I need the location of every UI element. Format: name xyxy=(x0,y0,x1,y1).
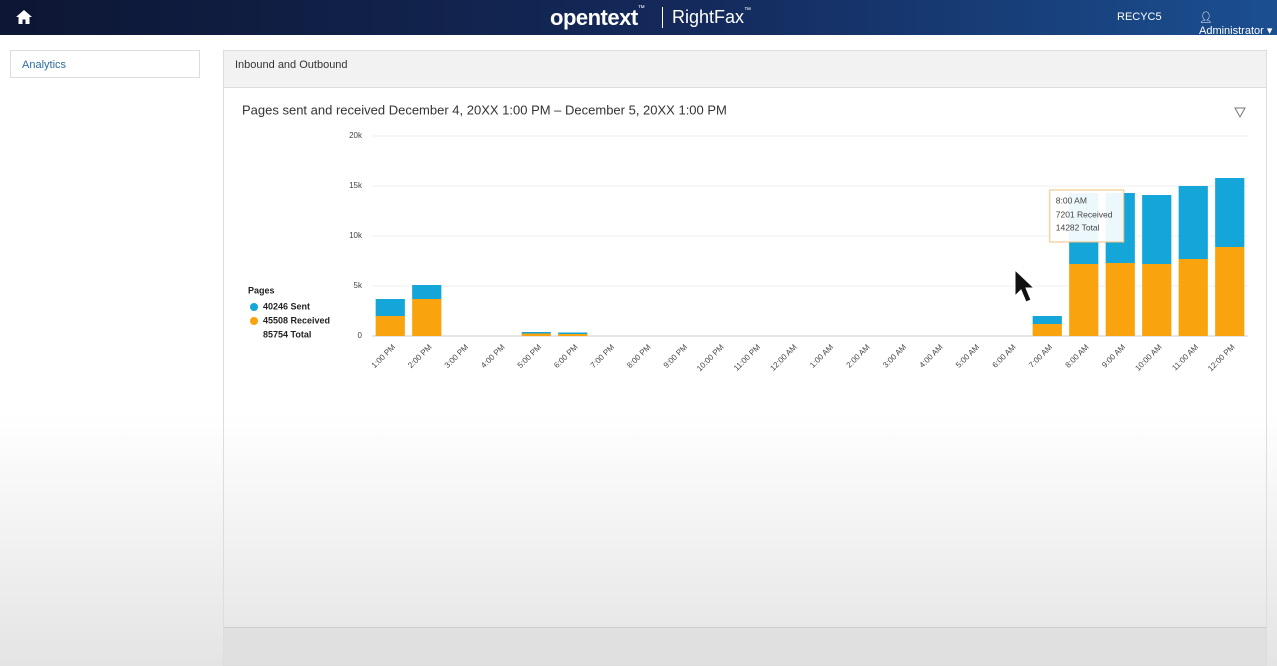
chart-title: Pages sent and received December 4, 20XX… xyxy=(242,102,727,117)
tooltip-line: 7201 Received xyxy=(1056,209,1113,219)
x-tick-label: 3:00 PM xyxy=(443,342,471,370)
panel-footer xyxy=(224,627,1266,665)
x-tick-label: 9:00 AM xyxy=(1100,342,1127,369)
legend-swatch xyxy=(250,303,258,311)
x-tick-label: 3:00 AM xyxy=(881,342,908,369)
bar-segment xyxy=(412,299,442,336)
tooltip-title: 8:00 AM xyxy=(1056,195,1087,205)
bar-segment xyxy=(1105,263,1135,336)
tooltip-line: 14282 Total xyxy=(1056,222,1100,232)
x-tick-label: 6:00 AM xyxy=(991,342,1018,369)
trademark: ™ xyxy=(744,7,752,14)
filter-icon[interactable] xyxy=(1234,107,1246,119)
bar-segment xyxy=(1032,316,1062,324)
bar-segment xyxy=(521,332,551,334)
x-tick-label: 7:00 PM xyxy=(589,342,617,370)
x-tick-label: 8:00 PM xyxy=(625,342,653,370)
bar-segment xyxy=(1215,247,1245,336)
bar-segment xyxy=(412,285,442,299)
y-tick-label: 5k xyxy=(354,281,363,290)
bar-segment xyxy=(1178,259,1208,336)
product: RightFax™ xyxy=(672,7,751,28)
separator xyxy=(662,7,663,28)
panel: Inbound and Outbound xyxy=(223,50,1267,666)
chart: Pages sent and received December 4, 20XX… xyxy=(242,102,1248,373)
tooltip-box xyxy=(1049,189,1125,243)
x-tick-label: 10:00 AM xyxy=(1133,342,1164,373)
x-tick-label: 11:00 AM xyxy=(1170,342,1200,372)
x-tick-label: 12:00 PM xyxy=(1206,342,1237,373)
legend-swatch xyxy=(250,317,258,325)
legend-entry: 40246 Sent xyxy=(263,301,310,311)
y-tick-label: 15k xyxy=(349,181,363,190)
x-tick-label: 12:00 AM xyxy=(768,342,799,373)
x-tick-label: 8:00 AM xyxy=(1064,342,1091,369)
x-tick-label: 4:00 AM xyxy=(918,342,945,369)
bar-segment xyxy=(1142,264,1172,336)
mouse-cursor xyxy=(1014,268,1036,303)
bar-segment xyxy=(1178,186,1208,259)
x-tick-label: 1:00 AM xyxy=(808,342,835,369)
bar-segment xyxy=(375,299,405,316)
product-name: RightFax xyxy=(672,7,745,27)
x-tick-label: 2:00 PM xyxy=(406,342,434,370)
x-tick-label: 9:00 PM xyxy=(662,342,690,370)
trademark: ™ xyxy=(637,5,645,12)
bar-segment xyxy=(1032,324,1062,336)
legend-entry: 45508 Received xyxy=(263,315,330,325)
panel-title: Inbound and Outbound xyxy=(224,51,1266,88)
x-tick-label: 10:00 PM xyxy=(695,342,726,373)
x-tick-label: 11:00 PM xyxy=(732,342,762,372)
y-tick-label: 0 xyxy=(358,331,363,340)
legend-title: Pages xyxy=(248,285,275,295)
user-name[interactable]: Administrator xyxy=(1199,25,1264,37)
y-tick-label: 20k xyxy=(349,131,363,140)
x-tick-label: 6:00 PM xyxy=(552,342,580,370)
x-tick-label: 4:00 PM xyxy=(479,342,507,370)
home-icon[interactable] xyxy=(15,9,33,25)
x-tick-label: 2:00 AM xyxy=(845,342,872,369)
bar-segment xyxy=(1215,178,1245,247)
top-bar: opentext™ RightFax™ RECYC5 👤︎ Administra… xyxy=(0,0,1277,37)
brand: opentext™ xyxy=(550,5,645,31)
bar-segment xyxy=(1142,195,1172,264)
sidebar-item[interactable]: Analytics xyxy=(10,50,200,78)
bar-segment xyxy=(375,316,405,336)
bar-segment xyxy=(521,333,551,336)
server-name[interactable]: RECYC5 xyxy=(1117,11,1162,23)
y-tick-label: 10k xyxy=(349,231,363,240)
bar-segment xyxy=(558,334,588,336)
bar-segment xyxy=(558,332,588,334)
bar-segment xyxy=(1069,263,1099,336)
user-menu[interactable]: 👤︎ Administrator ▾ xyxy=(1199,12,1273,37)
x-tick-label: 7:00 AM xyxy=(1027,342,1054,369)
x-tick-label: 5:00 AM xyxy=(954,342,981,369)
legend-total: 85754 Total xyxy=(263,329,311,339)
brand-name: opentext xyxy=(550,5,638,30)
x-tick-label: 5:00 PM xyxy=(516,342,544,370)
x-tick-label: 1:00 PM xyxy=(370,342,398,370)
